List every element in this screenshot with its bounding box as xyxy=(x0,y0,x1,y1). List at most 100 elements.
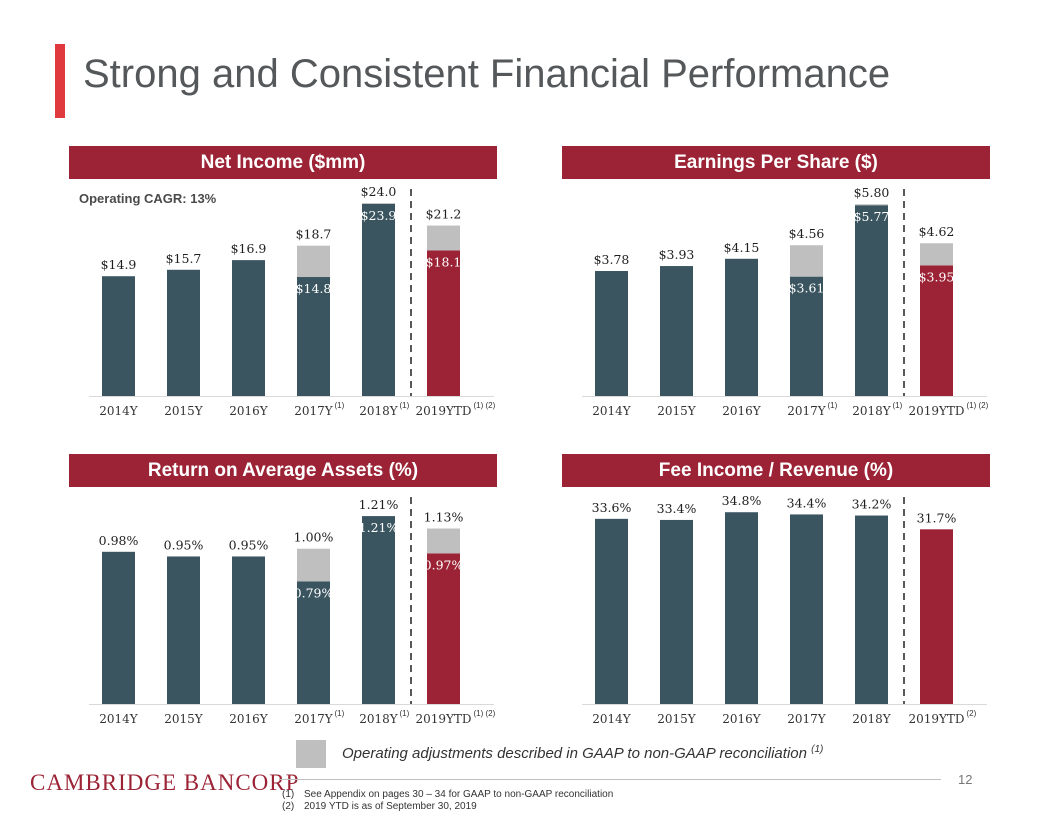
cagr-annotation: Operating CAGR: 13% xyxy=(79,191,217,206)
x-tick-label: 2014Y xyxy=(99,712,139,726)
value-label: 0.95% xyxy=(229,537,269,552)
roaa-header: Return on Average Assets (%) xyxy=(69,454,497,487)
footnote-ref: (1) (2) xyxy=(474,401,496,410)
value-label: 1.13% xyxy=(424,510,464,525)
value-label: $24.0 xyxy=(361,184,397,199)
bar-2019ytd xyxy=(920,265,953,396)
net-income-header: Net Income ($mm) xyxy=(69,146,497,179)
x-tick-label: 2016Y xyxy=(229,404,269,418)
roaa-panel: Return on Average Assets (%) 0.98% 2014Y 0… xyxy=(69,454,497,744)
bar-2014y xyxy=(102,276,135,396)
bar-2019ytd xyxy=(427,553,460,704)
footnote: (2) 2019 YTD is as of September 30, 2019 xyxy=(282,801,477,812)
bar-2016y xyxy=(725,512,758,704)
value-label: 1.00% xyxy=(294,530,334,545)
bar-2019ytd xyxy=(920,529,953,704)
footnote-ref: (2) xyxy=(967,709,977,718)
bar-2014y xyxy=(102,551,135,704)
value-label: $16.9 xyxy=(231,241,267,256)
bar-2018y xyxy=(855,515,888,704)
adjustment-bar-2018y xyxy=(855,204,888,206)
inner-value-label: $3.61 xyxy=(789,281,825,296)
bar-2018y xyxy=(855,205,888,396)
inner-value-label: $14.8 xyxy=(296,281,332,296)
eps-header: Earnings Per Share ($) xyxy=(562,146,990,179)
footnote-ref: (1) (2) xyxy=(967,401,989,410)
x-tick-label: 2017Y xyxy=(294,404,334,418)
inner-value-label: 0.79% xyxy=(294,585,334,600)
inner-value-label: $23.9 xyxy=(361,208,397,223)
bar-2015y xyxy=(167,269,200,396)
bar-2015y xyxy=(660,266,693,396)
fee-income-panel: Fee Income / Revenue (%) 33.6% 2014Y 33.4%… xyxy=(562,454,990,744)
x-tick-label: 2019YTD xyxy=(415,404,471,418)
x-tick-label: 2018Y xyxy=(359,404,399,418)
legend-swatch xyxy=(296,740,326,768)
x-tick-label: 2015Y xyxy=(164,712,204,726)
value-label: 34.4% xyxy=(787,495,827,510)
value-label: 33.6% xyxy=(592,500,632,515)
footnote-ref: (1) xyxy=(400,401,410,410)
legend-text: Operating adjustments described in GAAP … xyxy=(342,744,824,762)
adjustment-bar-2019ytd xyxy=(427,528,460,554)
bar-2017y xyxy=(790,514,823,704)
footnote: (1) See Appendix on pages 30 – 34 for GAA… xyxy=(282,789,614,800)
inner-value-label: 1.21% xyxy=(359,520,399,535)
x-tick-label: 2019YTD xyxy=(415,712,471,726)
value-label: 31.7% xyxy=(917,510,957,525)
eps-panel: Earnings Per Share ($) $3.78 2014Y $3.93 20… xyxy=(562,146,990,436)
x-tick-label: 2015Y xyxy=(657,712,697,726)
roaa-chart: 0.98% 2014Y 0.95% 2015Y 0.95% 2016Y 1.00% 0.79%… xyxy=(89,497,496,726)
x-tick-label: 2019YTD xyxy=(908,712,964,726)
x-tick-label: 2019YTD xyxy=(908,404,964,418)
bar-2018y xyxy=(362,516,395,704)
bar-2019ytd xyxy=(427,250,460,396)
adjustment-bar-2019ytd xyxy=(920,243,953,266)
fee-income-header: Fee Income / Revenue (%) xyxy=(562,454,990,487)
bar-2016y xyxy=(232,260,265,396)
adjustment-bar-2017y xyxy=(297,245,330,278)
x-tick-label: 2018Y xyxy=(852,404,892,418)
title-accent-bar xyxy=(55,44,65,118)
cambridge-bancorp-logo: CAMBRIDGE BANCORP xyxy=(30,770,300,795)
x-tick-label: 2016Y xyxy=(722,712,762,726)
inner-value-label: $3.95 xyxy=(919,269,955,284)
value-label: $3.93 xyxy=(659,247,695,262)
value-label: $15.7 xyxy=(166,251,202,266)
value-label: 34.2% xyxy=(852,497,892,512)
x-tick-label: 2016Y xyxy=(229,712,269,726)
x-tick-label: 2016Y xyxy=(722,404,762,418)
page-title: Strong and Consistent Financial Performa… xyxy=(83,52,891,96)
value-label: 34.8% xyxy=(722,493,762,508)
bar-2015y xyxy=(167,556,200,704)
x-tick-label: 2017Y xyxy=(787,404,827,418)
net-income-chart: $14.9 2014Y $15.7 2015Y $16.9 2016Y $18.7 $14.8… xyxy=(89,184,496,418)
footnote-ref: (1) xyxy=(828,401,838,410)
inner-value-label: 0.97% xyxy=(424,557,464,572)
inner-value-label: $18.1 xyxy=(426,254,462,269)
footnote-ref: (1) (2) xyxy=(474,709,496,718)
adjustment-bar-2019ytd xyxy=(427,225,460,251)
x-tick-label: 2015Y xyxy=(657,404,697,418)
value-label: $21.2 xyxy=(426,207,462,222)
value-label: $14.9 xyxy=(101,257,137,272)
footer-divider xyxy=(280,779,941,780)
bar-2015y xyxy=(660,519,693,704)
eps-chart: $3.78 2014Y $3.93 2015Y $4.15 2016Y $4.56 $3.61… xyxy=(582,185,989,418)
fee-income-chart: 33.6% 2014Y 33.4% 2015Y 34.8% 2016Y 34.4% 2017Y… xyxy=(582,493,987,726)
bar-2017y xyxy=(297,581,330,704)
value-label: $18.7 xyxy=(296,227,332,242)
footnotes: (1) See Appendix on pages 30 – 34 for GAA… xyxy=(282,789,613,813)
adjustment-bar-2018y xyxy=(362,203,395,204)
bar-2017y xyxy=(297,277,330,396)
footnote-ref: (1) xyxy=(335,709,345,718)
inner-value-label: $5.77 xyxy=(854,209,890,224)
x-tick-label: 2018Y xyxy=(359,712,399,726)
value-label: $4.56 xyxy=(789,226,825,241)
x-tick-label: 2017Y xyxy=(787,712,827,726)
bar-2018y xyxy=(362,203,395,396)
footnote-ref: (1) xyxy=(893,401,903,410)
x-tick-label: 2014Y xyxy=(592,712,632,726)
value-label: 1.21% xyxy=(359,497,399,512)
x-tick-label: 2014Y xyxy=(592,404,632,418)
